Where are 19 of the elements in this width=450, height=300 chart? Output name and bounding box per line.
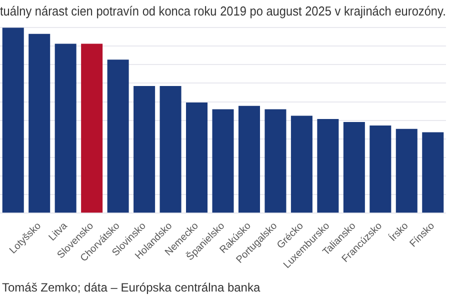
text: Tomáš Zemko; dáta – Európska centrálna banka <box>2 280 260 294</box>
bar <box>134 86 156 213</box>
bar <box>317 119 339 213</box>
bar <box>422 132 444 213</box>
bar <box>186 102 208 213</box>
bar <box>54 44 76 213</box>
bar <box>81 44 103 213</box>
bar <box>28 34 50 213</box>
chart-title: tuálny nárast cien potravín od konca roku 2019 po august 2025 v krajinách eurozóny. <box>0 4 446 19</box>
bar <box>107 60 129 213</box>
bar <box>2 28 24 213</box>
bar <box>370 126 392 213</box>
bar <box>238 106 260 213</box>
bar <box>343 122 365 213</box>
bar <box>160 86 182 213</box>
bar <box>212 109 234 213</box>
bar <box>290 116 312 213</box>
bar <box>264 109 286 213</box>
bar <box>396 128 418 213</box>
